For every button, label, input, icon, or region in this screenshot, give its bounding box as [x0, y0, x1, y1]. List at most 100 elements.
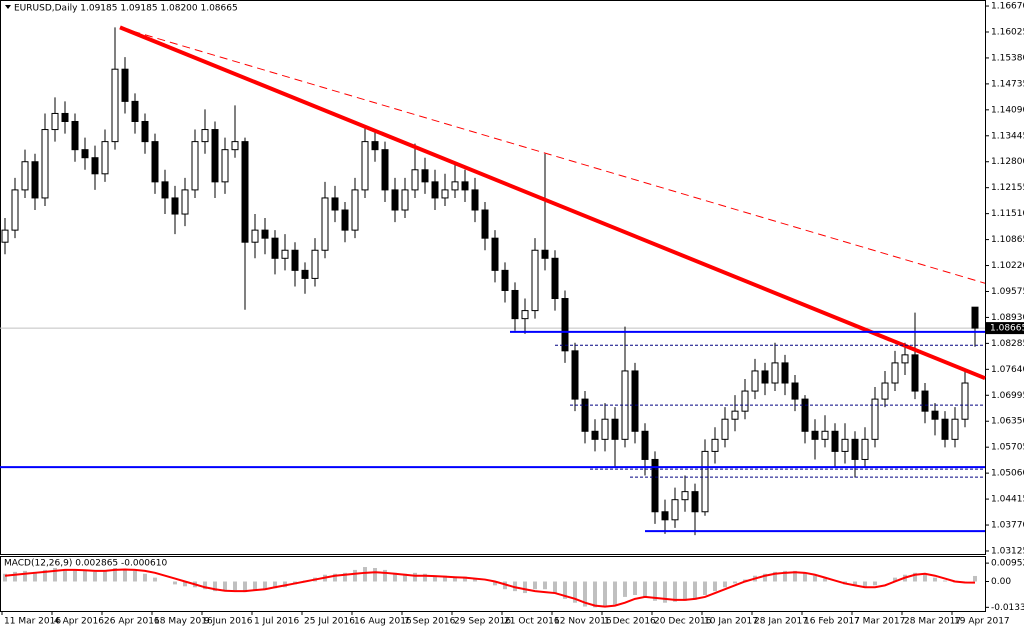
y-tick-label: 1.15380	[991, 53, 1024, 63]
candle-body	[231, 141, 239, 151]
candle-body	[771, 362, 779, 384]
y-tick-label: 1.12800	[991, 157, 1024, 167]
candle-body	[551, 257, 559, 300]
macd-tick-label: 0.009527	[991, 559, 1024, 569]
y-tick-label: 1.14090	[991, 105, 1024, 115]
menu-triangle	[5, 5, 11, 9]
candle-body	[791, 382, 799, 400]
candle-body	[521, 310, 529, 320]
candle-body	[531, 249, 539, 312]
y-tick-label: 1.16025	[991, 27, 1024, 37]
candle-body	[971, 306, 979, 329]
last-price-box	[986, 322, 1024, 335]
candle-body	[481, 209, 489, 239]
candle-body	[141, 121, 149, 143]
candle-body	[271, 237, 279, 259]
y-tick-label: 1.11510	[991, 209, 1024, 219]
candle-body	[811, 430, 819, 440]
candle-body	[151, 141, 159, 183]
x-tick-label: 20 Dec 2016	[654, 617, 712, 627]
candle-body	[371, 141, 379, 151]
candle-body	[691, 491, 699, 513]
candle-body	[211, 129, 219, 183]
candle-body	[241, 141, 249, 243]
x-tick-label: 25 Jul 2016	[304, 617, 355, 627]
candle-body	[941, 418, 949, 440]
candle-body	[901, 354, 909, 364]
y-tick-label: 1.13445	[991, 131, 1024, 141]
candle-body	[191, 141, 199, 191]
candle-body	[891, 362, 899, 384]
candle-body	[61, 112, 69, 123]
candle-body	[181, 189, 189, 215]
y-tick-label: 1.14735	[991, 79, 1024, 89]
candle-body	[91, 157, 99, 175]
candle-body	[321, 197, 329, 251]
candle-body	[641, 430, 649, 460]
candle-body	[171, 197, 179, 215]
y-tick-label: 1.06350	[991, 417, 1024, 427]
candle-body	[861, 438, 869, 460]
candle-body	[831, 430, 839, 452]
candle-body	[961, 382, 969, 420]
candle-body	[81, 149, 89, 159]
candle-body	[121, 68, 129, 102]
candle-body	[561, 298, 569, 352]
x-tick-label: 11 Mar 2016	[4, 617, 61, 627]
x-tick-label: 9 Jun 2016	[204, 617, 253, 627]
candle-body	[301, 269, 309, 279]
candle-body	[571, 350, 579, 400]
candle-body	[511, 289, 519, 320]
candle-body	[131, 100, 139, 123]
trend-line	[119, 25, 986, 381]
candle-body	[651, 458, 659, 513]
candle-body	[731, 410, 739, 420]
candle-body	[1, 229, 9, 243]
candle-body	[261, 229, 269, 239]
candle-body	[451, 181, 459, 191]
candle-body	[671, 499, 679, 521]
candle-body	[631, 370, 639, 432]
price-panel	[0, 0, 986, 555]
candle-body	[801, 398, 809, 432]
candle-body	[361, 141, 369, 191]
y-tick-label: 1.04415	[991, 495, 1024, 505]
candle-body	[931, 410, 939, 420]
macd-tick-label: -0.013399	[991, 603, 1024, 613]
candle-body	[721, 418, 729, 440]
candle-body	[471, 189, 479, 211]
candle-body	[401, 189, 409, 211]
y-tick-label: 1.05060	[991, 469, 1024, 479]
x-tick-label: 16 Aug 2016	[354, 617, 412, 627]
x-tick-label: 7 Mar 2017	[854, 617, 905, 627]
candle-body	[951, 418, 959, 440]
signal-line	[4, 568, 976, 608]
candle-body	[201, 129, 209, 143]
candle-body	[611, 418, 619, 440]
candle-body	[711, 438, 719, 452]
macd-tick-label: 0.00	[991, 577, 1011, 587]
candle-body	[821, 430, 829, 440]
candle-body	[311, 249, 319, 279]
candle-body	[11, 189, 19, 231]
x-tick-label: 10 Jan 2017	[704, 617, 758, 627]
candle-body	[871, 398, 879, 440]
candle-body	[41, 129, 49, 199]
x-tick-label: 12 Nov 2016	[554, 617, 612, 627]
x-tick-label: 21 Oct 2016	[504, 617, 560, 627]
candle-body	[381, 149, 389, 191]
y-tick-label: 1.12155	[991, 183, 1024, 193]
candle-body	[781, 362, 789, 384]
x-tick-label: 28 Mar 2017	[904, 617, 961, 627]
candle-body	[841, 438, 849, 452]
candle-body	[221, 149, 229, 183]
x-tick-label: 4 Apr 2016	[54, 617, 104, 627]
candle-body	[921, 390, 929, 412]
candle-body	[411, 169, 419, 191]
candle-body	[761, 370, 769, 384]
candle-body	[491, 237, 499, 271]
candle-body	[591, 430, 599, 440]
candle-body	[541, 249, 549, 259]
candle-body	[851, 438, 859, 460]
